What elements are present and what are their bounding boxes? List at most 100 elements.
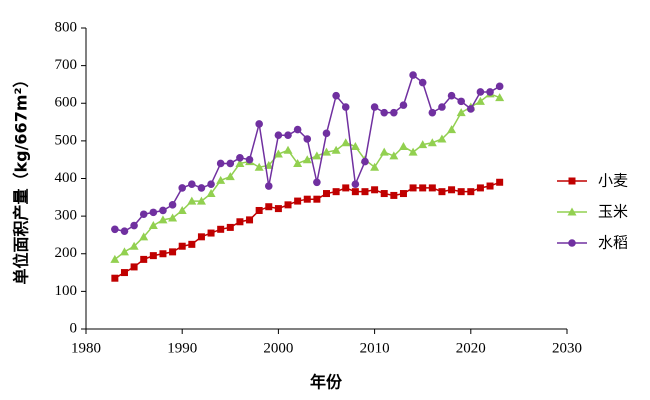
marker bbox=[111, 225, 119, 234]
marker bbox=[568, 239, 576, 247]
marker bbox=[148, 221, 158, 230]
y-tick-label: 400 bbox=[55, 170, 78, 186]
x-tick-label: 2000 bbox=[263, 340, 293, 356]
marker bbox=[389, 151, 399, 160]
marker bbox=[293, 158, 303, 167]
marker bbox=[119, 247, 129, 256]
y-tick-label: 200 bbox=[55, 245, 78, 261]
marker bbox=[255, 206, 263, 214]
marker bbox=[274, 131, 283, 140]
marker bbox=[390, 191, 398, 199]
marker bbox=[486, 88, 494, 96]
marker bbox=[457, 97, 465, 106]
marker bbox=[398, 142, 408, 151]
marker bbox=[303, 135, 312, 143]
marker bbox=[129, 241, 139, 250]
marker bbox=[437, 134, 447, 143]
marker bbox=[438, 188, 446, 196]
marker bbox=[448, 186, 456, 194]
marker bbox=[361, 157, 369, 166]
marker bbox=[476, 88, 485, 96]
marker bbox=[120, 227, 129, 235]
marker bbox=[419, 184, 427, 192]
marker bbox=[159, 250, 167, 258]
marker bbox=[293, 125, 302, 134]
marker bbox=[380, 108, 389, 117]
series-line bbox=[114, 92, 500, 260]
marker bbox=[475, 96, 485, 105]
marker bbox=[139, 232, 149, 241]
marker bbox=[130, 263, 138, 271]
marker bbox=[567, 207, 577, 216]
marker bbox=[168, 201, 177, 209]
marker bbox=[332, 188, 340, 196]
marker bbox=[188, 180, 196, 188]
marker bbox=[274, 205, 282, 213]
marker bbox=[438, 103, 446, 111]
marker bbox=[390, 108, 398, 117]
x-tick-label: 1990 bbox=[167, 340, 197, 356]
marker bbox=[351, 188, 359, 196]
legend-label: 水稻 bbox=[598, 234, 628, 252]
marker bbox=[447, 91, 456, 100]
marker bbox=[169, 248, 177, 256]
marker bbox=[273, 149, 283, 158]
marker bbox=[294, 197, 302, 205]
marker bbox=[428, 108, 437, 117]
marker bbox=[207, 180, 215, 188]
marker bbox=[284, 131, 292, 140]
y-tick-label: 100 bbox=[55, 283, 78, 299]
marker bbox=[457, 188, 465, 196]
legend-label: 玉米 bbox=[598, 203, 628, 221]
marker bbox=[111, 274, 119, 282]
marker bbox=[159, 206, 167, 215]
marker bbox=[255, 120, 263, 128]
marker bbox=[207, 229, 215, 237]
marker bbox=[158, 215, 168, 224]
marker bbox=[332, 91, 340, 100]
marker bbox=[351, 180, 360, 188]
marker bbox=[226, 223, 234, 231]
marker bbox=[568, 177, 576, 185]
x-tick-label: 1980 bbox=[71, 340, 101, 356]
marker bbox=[323, 190, 330, 198]
marker bbox=[312, 151, 322, 160]
marker bbox=[236, 218, 244, 226]
marker bbox=[370, 103, 379, 111]
marker bbox=[313, 195, 321, 203]
marker bbox=[467, 188, 475, 196]
y-tick-label: 500 bbox=[55, 132, 78, 148]
marker bbox=[350, 142, 360, 151]
marker bbox=[254, 162, 264, 171]
marker bbox=[246, 216, 254, 224]
y-tick-label: 300 bbox=[55, 208, 78, 224]
x-tick-label: 2020 bbox=[456, 340, 486, 356]
marker bbox=[264, 182, 273, 190]
marker bbox=[428, 184, 436, 192]
marker bbox=[486, 182, 494, 190]
marker bbox=[226, 159, 235, 168]
marker bbox=[379, 147, 389, 156]
marker bbox=[178, 184, 186, 192]
marker bbox=[341, 103, 350, 111]
marker bbox=[399, 190, 407, 198]
marker bbox=[235, 158, 245, 167]
marker bbox=[399, 101, 408, 109]
marker bbox=[408, 147, 418, 156]
x-tick-label: 2010 bbox=[360, 340, 390, 356]
marker bbox=[225, 172, 235, 181]
marker bbox=[467, 105, 475, 113]
marker bbox=[197, 184, 206, 192]
marker bbox=[149, 208, 158, 217]
marker bbox=[216, 175, 226, 184]
marker bbox=[409, 184, 417, 192]
marker bbox=[197, 233, 205, 241]
marker bbox=[322, 147, 331, 156]
marker bbox=[322, 129, 331, 138]
marker bbox=[206, 189, 216, 198]
marker bbox=[187, 196, 197, 205]
marker bbox=[302, 155, 312, 164]
marker bbox=[265, 203, 273, 211]
x-tick-label: 2030 bbox=[552, 340, 582, 356]
marker bbox=[217, 225, 225, 233]
